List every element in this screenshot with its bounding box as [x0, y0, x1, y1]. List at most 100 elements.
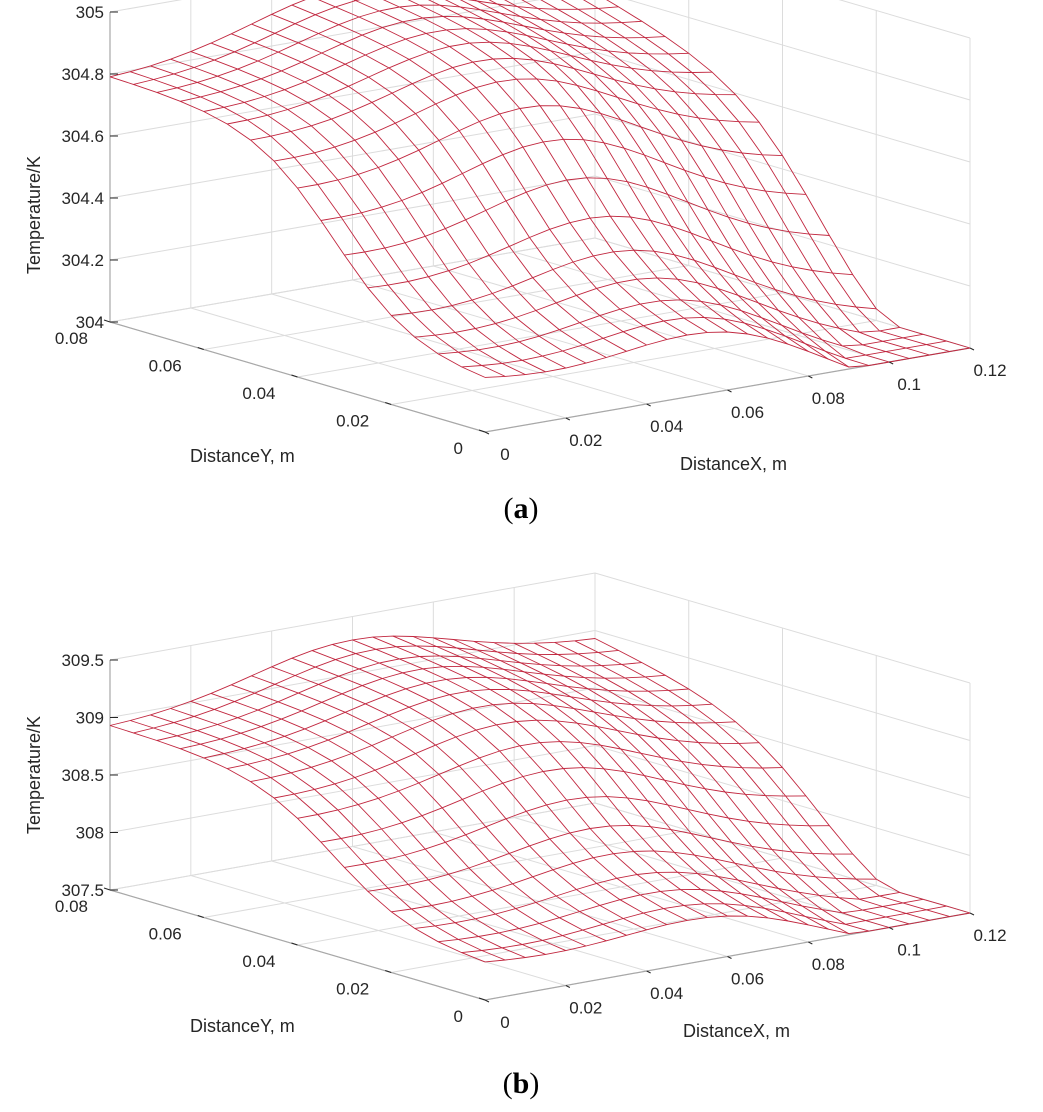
y-tick-mark: [103, 887, 111, 891]
y-tick-label: 0.04: [242, 952, 275, 971]
mesh-line: [391, 850, 877, 913]
mesh-line: [180, 665, 666, 750]
mesh-line: [414, 277, 900, 338]
mesh-line: [461, 903, 947, 954]
mesh-line: [438, 889, 924, 943]
z-tick-label: 307.5: [61, 881, 104, 900]
y-tick-mark: [291, 942, 298, 946]
mesh-line: [251, 23, 627, 352]
mesh-line: [133, 0, 619, 85]
x-tick-mark: [646, 403, 651, 407]
y-tick-label: 0.06: [149, 357, 182, 376]
mesh-line: [156, 4, 642, 93]
y-tick-mark: [478, 429, 486, 433]
mesh-line: [271, 13, 647, 346]
mesh-line: [344, 177, 830, 256]
grid-line: [109, 687, 596, 776]
y-tick-label: 0.08: [55, 897, 88, 916]
x-tick-mark: [888, 361, 894, 365]
x-tick-mark: [969, 912, 975, 916]
x-tick-mark: [727, 956, 732, 959]
x-tick-label: 0.12: [973, 361, 1006, 380]
z-tick-label: 309: [76, 709, 104, 728]
y-tick-mark: [385, 970, 392, 973]
z-axis-label-b: Temperature/K: [24, 716, 44, 834]
mesh-line: [433, 637, 809, 926]
x-tick-label: 0.1: [897, 941, 921, 960]
mesh-line: [320, 767, 806, 843]
x-tick-mark: [646, 970, 651, 974]
surface-plot-a: 0 0.02 0.04 0.06 0.08 0.1 0.12 0 0.02 0.04 0.06 0.0…: [24, 0, 1007, 525]
mesh-line: [210, 42, 587, 364]
x-tick-mark: [565, 985, 571, 988]
x-tick-mark: [888, 927, 894, 930]
y-tick-mark: [385, 402, 392, 405]
mesh-line: [367, 824, 853, 892]
mesh-line: [461, 316, 947, 368]
axes-b: [109, 660, 971, 1001]
mesh-line: [156, 655, 642, 741]
mesh-line: [367, 215, 853, 289]
mesh-line: [473, 640, 850, 934]
grid-line: [391, 320, 877, 405]
x-tick-label: 0.08: [812, 955, 845, 974]
z-tick-label: 304: [76, 313, 104, 332]
x-tick-label: 0.08: [812, 389, 845, 408]
z-axis-label-a: Temperature/K: [24, 156, 44, 274]
grid-line: [594, 630, 971, 741]
y-axis-label-b: DistanceY, m: [190, 1016, 295, 1036]
mesh-line: [297, 105, 783, 189]
grid-line: [838, 0, 971, 39]
mesh-line: [133, 645, 619, 734]
mesh-line: [320, 138, 806, 221]
mesh-line: [274, 78, 760, 162]
mesh-line: [250, 57, 736, 141]
mesh-line: [180, 15, 666, 102]
grid-line: [109, 0, 541, 75]
mesh-line: [227, 41, 713, 125]
grid-line: [297, 292, 783, 378]
grid-line: [109, 175, 596, 261]
grid-line: [109, 572, 596, 661]
x-tick-label: 0.04: [650, 984, 683, 1003]
mesh-line: [109, 635, 596, 726]
y-tick-label: 0.02: [336, 412, 369, 431]
mesh-line: [438, 299, 924, 355]
z-tick-label: 308: [76, 824, 104, 843]
caption-b: (b): [503, 1067, 540, 1100]
y-tick-label: 0.02: [336, 980, 369, 999]
mesh-line: [271, 666, 647, 931]
z-tick-label: 305: [76, 3, 104, 22]
x-tick-label: 0: [500, 1013, 509, 1032]
caption-letter-a: a: [514, 492, 529, 525]
x-tick-mark: [727, 389, 732, 393]
x-tick-mark: [484, 999, 490, 1003]
x-tick-mark: [808, 941, 813, 945]
grid-line: [627, 0, 971, 101]
z-tick-label: 304.6: [61, 127, 104, 146]
mesh-line: [250, 702, 736, 783]
x-axis-label-a: DistanceX, m: [680, 454, 787, 474]
mesh-line: [291, 4, 668, 340]
grid-line: [109, 745, 596, 833]
x-tick-label: 0.02: [569, 431, 602, 450]
ticks-b: 0 0.02 0.04 0.06 0.08 0.1 0.12 0 0.02 0.04 0.06 0.0…: [55, 651, 1007, 1032]
x-tick-label: 0.04: [650, 417, 683, 436]
y-tick-mark: [197, 347, 204, 350]
x-tick-mark: [484, 431, 490, 435]
y-tick-mark: [478, 997, 486, 1001]
grid-line: [109, 51, 596, 137]
x-tick-label: 0.12: [973, 926, 1006, 945]
mesh-line: [274, 719, 760, 799]
mesh-line: [414, 871, 900, 929]
surface-plot-b: 0 0.02 0.04 0.06 0.08 0.1 0.12 0 0.02 0.04 0.06 0.0…: [24, 572, 1007, 1100]
y-tick-mark: [291, 374, 298, 378]
mesh-line: [291, 657, 668, 926]
mesh-line: [109, 0, 306, 78]
y-tick-label: 0.06: [149, 925, 182, 944]
x-axis-label-b: DistanceX, m: [683, 1021, 790, 1041]
x-tick-mark: [565, 417, 571, 421]
grid-line: [594, 51, 971, 163]
mesh-line: [534, 642, 910, 925]
